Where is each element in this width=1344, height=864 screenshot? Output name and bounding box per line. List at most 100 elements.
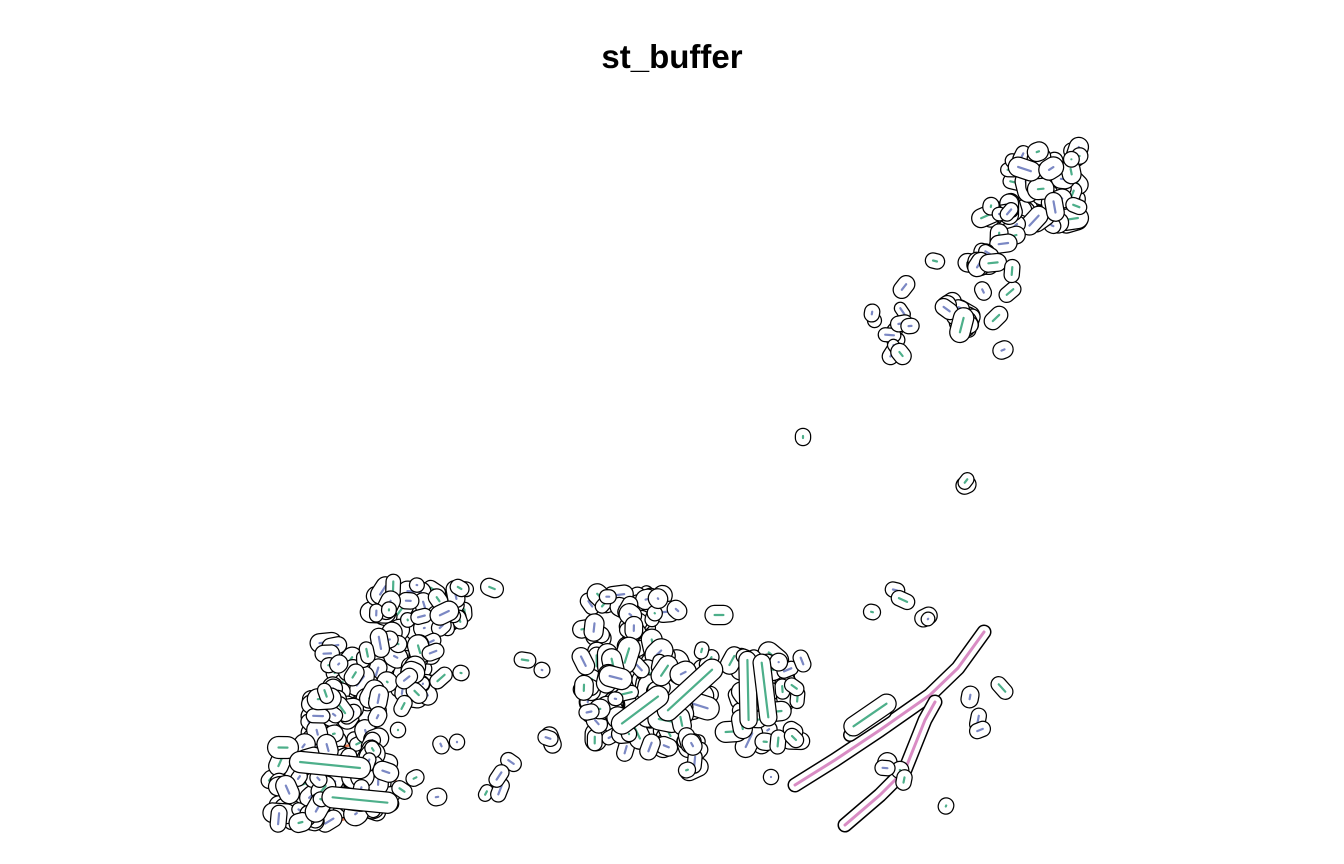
feature-line bbox=[400, 688, 404, 695]
feature-line bbox=[902, 776, 906, 784]
feature-line bbox=[760, 661, 770, 719]
feature-line bbox=[679, 715, 684, 727]
feature-line bbox=[1047, 166, 1055, 171]
feature-line bbox=[355, 741, 362, 746]
feature-line bbox=[379, 585, 387, 596]
feature-line bbox=[331, 712, 337, 717]
feature-line bbox=[981, 288, 985, 294]
feature-line bbox=[666, 668, 714, 712]
feature-line bbox=[968, 693, 972, 701]
feature-line bbox=[277, 812, 281, 826]
feature-line bbox=[991, 313, 1001, 323]
plot-title: st_buffer bbox=[601, 38, 743, 75]
feature-line bbox=[370, 747, 375, 752]
feature-line bbox=[402, 675, 411, 682]
feature-line bbox=[436, 673, 446, 683]
feature-line bbox=[323, 689, 328, 698]
feature-line bbox=[1010, 266, 1014, 276]
feature-line bbox=[685, 768, 689, 772]
feature-line bbox=[987, 261, 999, 265]
feature-line bbox=[799, 656, 805, 666]
feature-line bbox=[398, 787, 406, 793]
feature-line bbox=[1028, 214, 1040, 227]
feature-line bbox=[412, 776, 418, 780]
pink-line-2 bbox=[843, 700, 937, 827]
feature-line bbox=[931, 259, 939, 263]
feature-line bbox=[594, 719, 600, 726]
feature-line bbox=[337, 662, 341, 666]
feature-line bbox=[852, 702, 888, 728]
feature-line bbox=[608, 674, 623, 681]
feature-line bbox=[579, 655, 587, 667]
feature-line bbox=[416, 644, 422, 654]
feature-line bbox=[900, 283, 908, 291]
feature-line bbox=[438, 609, 450, 617]
feature-line bbox=[435, 596, 441, 603]
feature-line bbox=[400, 702, 406, 710]
feature-line bbox=[297, 820, 304, 825]
feature-line bbox=[319, 797, 323, 801]
feature-line bbox=[647, 741, 653, 753]
feature-line bbox=[674, 607, 680, 613]
feature-line bbox=[1050, 224, 1055, 228]
feature-line bbox=[884, 333, 895, 337]
feature-line bbox=[520, 658, 530, 662]
feature-line bbox=[484, 790, 488, 796]
feature-line bbox=[958, 316, 965, 334]
feature-line bbox=[374, 666, 380, 677]
feature-line bbox=[364, 728, 368, 734]
feature-line bbox=[728, 654, 736, 667]
feature-line bbox=[621, 691, 633, 696]
feature-line bbox=[495, 771, 503, 781]
feature-line bbox=[1000, 348, 1006, 352]
feature-line bbox=[963, 478, 969, 484]
feature-line bbox=[488, 585, 496, 591]
feature-line bbox=[635, 663, 643, 672]
feature-line bbox=[585, 710, 593, 714]
feature-line bbox=[942, 305, 951, 313]
feature-line bbox=[315, 728, 319, 736]
feature-line bbox=[644, 598, 649, 601]
feature-line bbox=[899, 307, 906, 316]
feature-line bbox=[623, 744, 628, 755]
feature-line bbox=[338, 703, 347, 715]
feature-line bbox=[354, 812, 358, 816]
feature-line bbox=[766, 728, 771, 732]
feature-line bbox=[679, 670, 687, 676]
buffer-features bbox=[260, 136, 1090, 834]
feature-line bbox=[1005, 288, 1015, 296]
feature-line bbox=[776, 736, 780, 748]
feature-line bbox=[1036, 187, 1045, 191]
feature-line bbox=[375, 714, 380, 720]
feature-line bbox=[1005, 208, 1013, 216]
feature-line bbox=[587, 600, 594, 608]
feature-line bbox=[997, 683, 1007, 693]
feature-line bbox=[744, 732, 754, 749]
feature-line bbox=[628, 612, 633, 617]
feature-line bbox=[351, 671, 357, 679]
feature-line bbox=[620, 695, 660, 725]
feature-line bbox=[320, 784, 327, 793]
feature-line bbox=[689, 702, 709, 710]
feature-line bbox=[976, 727, 984, 733]
feature-line bbox=[316, 776, 321, 781]
pink-buffer-features bbox=[787, 624, 992, 833]
feature-line bbox=[456, 585, 463, 591]
feature-line bbox=[1069, 167, 1073, 176]
feature-line bbox=[376, 693, 381, 704]
feature-line bbox=[997, 241, 1010, 246]
feature-line bbox=[662, 744, 670, 749]
feature-line bbox=[438, 624, 444, 630]
feature-line bbox=[439, 742, 443, 748]
feature-line bbox=[428, 649, 438, 655]
feature-line bbox=[660, 664, 669, 677]
feature-line bbox=[284, 784, 291, 795]
feature-line bbox=[1072, 203, 1081, 209]
feature-line bbox=[497, 784, 503, 796]
feature-line bbox=[365, 647, 369, 658]
feature-line bbox=[746, 658, 750, 722]
feature-line bbox=[331, 796, 389, 804]
feature-line bbox=[296, 775, 301, 780]
feature-line bbox=[700, 647, 704, 654]
